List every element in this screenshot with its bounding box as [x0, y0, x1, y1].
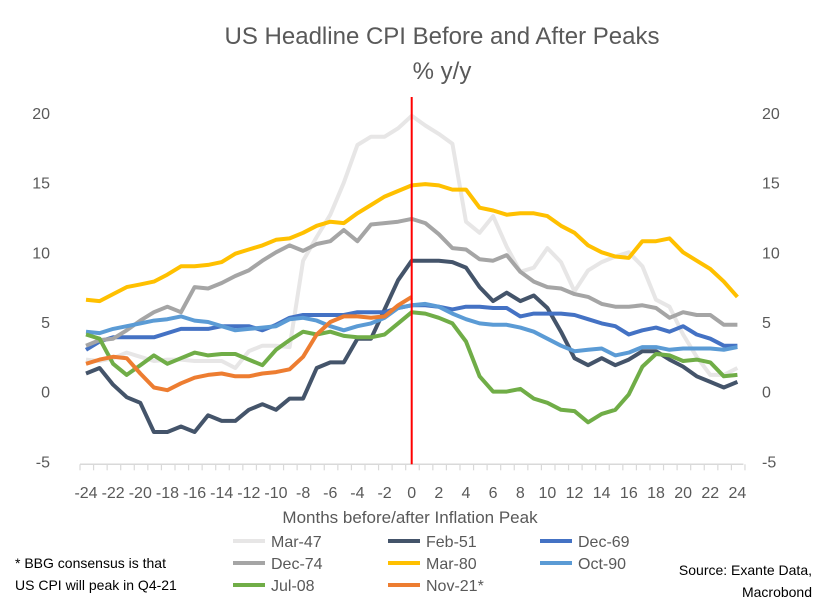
source-line-1: Source: Exante Data,	[679, 562, 812, 578]
x-tick-label: 0	[407, 485, 416, 502]
source-line-2: Macrobond	[742, 584, 812, 600]
footnote-line-2: US CPI will peak in Q4-21	[15, 577, 177, 593]
y-tick-label-right: 10	[762, 245, 780, 262]
x-tick-label: 20	[674, 485, 692, 502]
x-tick-label: -20	[129, 485, 152, 502]
legend: Mar-47 Feb-51 Dec-69 Dec-74 Mar-80 Oct-90 Jul-…	[233, 534, 630, 595]
x-tick-label: 6	[489, 485, 498, 502]
legend-label: Feb-51	[426, 534, 477, 551]
y-tick-label-right: 20	[762, 106, 780, 123]
x-tick-label: 2	[434, 485, 443, 502]
y-tick-label-left: 20	[32, 106, 50, 123]
y-tick-label-right: 5	[762, 315, 771, 332]
x-tick-label: -8	[296, 485, 310, 502]
y-tick-label-left: 0	[41, 385, 50, 402]
x-tick-label: -16	[183, 485, 206, 502]
legend-label: Jul-08	[271, 578, 315, 595]
x-tick-label: -10	[264, 485, 287, 502]
chart-subtitle: % y/y	[413, 58, 472, 85]
legend-label: Oct-90	[578, 556, 626, 573]
x-tick-label: 22	[701, 485, 719, 502]
x-tick-label: 14	[593, 485, 611, 502]
legend-label: Mar-47	[271, 534, 322, 551]
x-tick-label: 24	[729, 485, 747, 502]
y-tick-label-left: 10	[32, 245, 50, 262]
x-tick-label: -24	[74, 485, 97, 502]
x-tick-label: -22	[102, 485, 125, 502]
x-tick-label: -2	[377, 485, 391, 502]
x-tick-label: 16	[620, 485, 638, 502]
series-line-nov21	[85, 295, 413, 393]
y-tick-label-right: 15	[762, 176, 780, 193]
y-tick-label-left: 5	[41, 315, 50, 332]
y-tick-label-right: 0	[762, 385, 771, 402]
x-tick-label: 4	[462, 485, 471, 502]
x-axis-label: Months before/after Inflation Peak	[282, 508, 538, 527]
x-tick-label: 12	[566, 485, 584, 502]
x-tick-label: -14	[210, 485, 233, 502]
x-tick-label: 18	[647, 485, 665, 502]
footnote-line-1: * BBG consensus is that	[15, 555, 166, 571]
x-tick-label: -12	[237, 485, 260, 502]
y-tick-label-left: 15	[32, 176, 50, 193]
x-tick-label: 10	[539, 485, 557, 502]
x-tick-label: -6	[323, 485, 337, 502]
legend-label: Dec-74	[271, 556, 323, 573]
y-tick-label-left: -5	[36, 454, 50, 471]
x-tick-label: -4	[350, 485, 364, 502]
legend-label: Mar-80	[426, 556, 477, 573]
legend-label: Nov-21*	[426, 578, 484, 595]
x-tick-label: -18	[156, 485, 179, 502]
chart-title: US Headline CPI Before and After Peaks	[225, 23, 660, 50]
legend-label: Dec-69	[578, 534, 630, 551]
y-tick-label-right: -5	[762, 454, 776, 471]
x-tick-label: 8	[516, 485, 525, 502]
